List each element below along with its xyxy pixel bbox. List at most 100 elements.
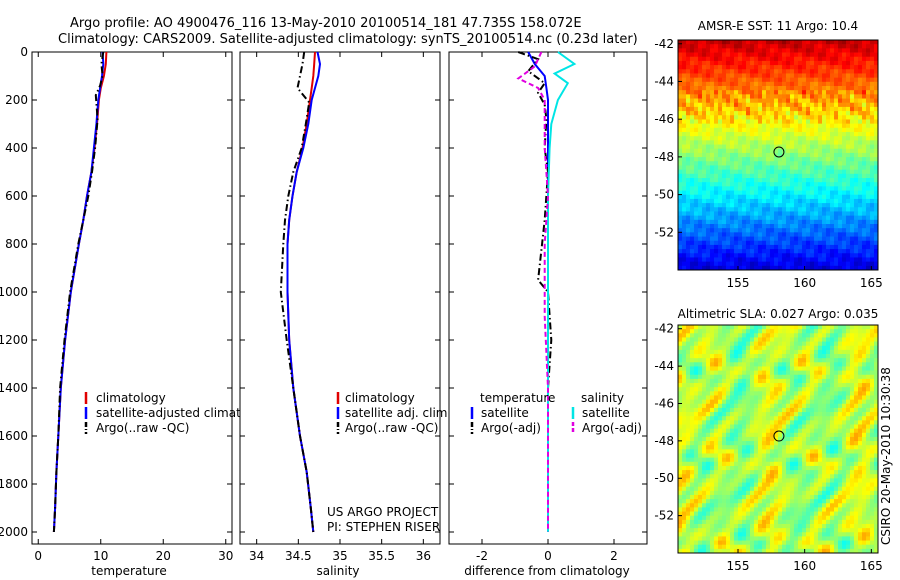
heatmap-cell: [746, 178, 751, 183]
heatmap-cell: [698, 165, 703, 171]
heatmap-cell: [850, 178, 855, 183]
heatmap-cell: [694, 178, 699, 183]
heatmap-cell: [686, 207, 691, 212]
heatmap-cell: [734, 236, 739, 242]
y-tick-label: 200: [5, 93, 28, 107]
heatmap-cell: [830, 482, 835, 488]
heatmap-cell: [858, 424, 863, 430]
heatmap-cell: [678, 329, 683, 334]
heatmap-cell: [842, 345, 847, 351]
heatmap-cell: [762, 257, 767, 263]
heatmap-cell: [758, 186, 763, 191]
heatmap-cell: [842, 236, 847, 242]
heatmap-cell: [826, 56, 831, 62]
heatmap-cell: [838, 219, 843, 225]
heatmap-cell: [870, 44, 875, 49]
heatmap-cell: [774, 395, 779, 401]
heatmap-cell: [762, 486, 767, 492]
heatmap-cell: [862, 60, 867, 66]
heatmap-cell: [758, 98, 763, 104]
heatmap-cell: [702, 412, 707, 417]
heatmap-cell: [698, 52, 703, 58]
heatmap-cell: [802, 465, 807, 471]
heatmap-cell: [734, 449, 739, 454]
heatmap-cell: [798, 378, 803, 384]
heatmap-cell: [794, 65, 799, 70]
heatmap-cell: [862, 94, 867, 99]
heatmap-cell: [854, 470, 859, 475]
heatmap-cell: [782, 48, 787, 53]
heatmap-cell: [690, 194, 695, 200]
heatmap-cell: [842, 173, 847, 179]
heatmap-cell: [690, 211, 695, 217]
heatmap-cell: [810, 261, 815, 267]
heatmap-cell: [838, 86, 843, 91]
heatmap-cell: [786, 478, 791, 483]
heatmap-cell: [766, 186, 771, 191]
heatmap-cell: [762, 325, 767, 330]
heatmap-cell: [814, 207, 819, 212]
heatmap-cell: [790, 207, 795, 212]
heatmap-cell: [758, 86, 763, 91]
heatmap-cell: [702, 52, 707, 58]
heatmap-cell: [790, 249, 795, 254]
heatmap-cell: [714, 366, 719, 371]
heatmap-cell: [862, 424, 867, 430]
heatmap-cell: [730, 86, 735, 91]
heatmap-cell: [698, 449, 703, 454]
heatmap-cell: [874, 325, 879, 330]
heatmap-cell: [834, 86, 839, 91]
heatmap-cell: [746, 432, 751, 438]
heatmap-cell: [858, 412, 863, 417]
heatmap-cell: [798, 215, 803, 221]
heatmap-cell: [758, 449, 763, 454]
heatmap-cell: [858, 474, 863, 479]
heatmap-cell: [858, 370, 863, 376]
heatmap-cell: [774, 77, 779, 83]
heatmap-cell: [770, 215, 775, 221]
heatmap-cell: [718, 432, 723, 438]
heatmap-cell: [842, 77, 847, 83]
heatmap-cell: [686, 474, 691, 479]
heatmap-cell: [830, 257, 835, 263]
heatmap-cell: [726, 374, 731, 380]
heatmap-cell: [770, 453, 775, 459]
heatmap-cell: [690, 461, 695, 467]
heatmap-cell: [826, 69, 831, 74]
heatmap-cell: [830, 178, 835, 183]
heatmap-cell: [770, 403, 775, 409]
difference-axis-label: difference from climatology: [464, 564, 630, 578]
heatmap-cell: [850, 403, 855, 409]
heatmap-cell: [790, 102, 795, 108]
heatmap-cell: [698, 249, 703, 254]
heatmap-cell: [786, 374, 791, 380]
heatmap-cell: [726, 478, 731, 483]
heatmap-cell: [682, 161, 687, 166]
heatmap-cell: [694, 140, 699, 145]
heatmap-cell: [826, 325, 831, 330]
heatmap-cell: [818, 403, 823, 409]
heatmap-cell: [750, 127, 755, 133]
heatmap-cell: [794, 349, 799, 355]
heatmap-cell: [750, 198, 755, 204]
heatmap-cell: [830, 337, 835, 342]
heatmap-cell: [794, 140, 799, 145]
heatmap-cell: [874, 157, 879, 162]
heatmap-cell: [790, 257, 795, 263]
heatmap-cell: [758, 94, 763, 99]
heatmap-cell: [866, 482, 871, 488]
heatmap-cell: [794, 81, 799, 87]
heatmap-cell: [834, 106, 839, 112]
heatmap-cell: [822, 52, 827, 58]
heatmap-cell: [734, 474, 739, 479]
heatmap-cell: [730, 182, 735, 187]
heatmap-cell: [686, 115, 691, 120]
heatmap-cell: [810, 228, 815, 233]
heatmap-cell: [794, 358, 799, 363]
heatmap-cell: [678, 98, 683, 104]
heatmap-cell: [762, 228, 767, 233]
heatmap-cell: [842, 445, 847, 450]
heatmap-cell: [722, 428, 727, 434]
heatmap-cell: [726, 173, 731, 179]
heatmap-cell: [806, 486, 811, 492]
